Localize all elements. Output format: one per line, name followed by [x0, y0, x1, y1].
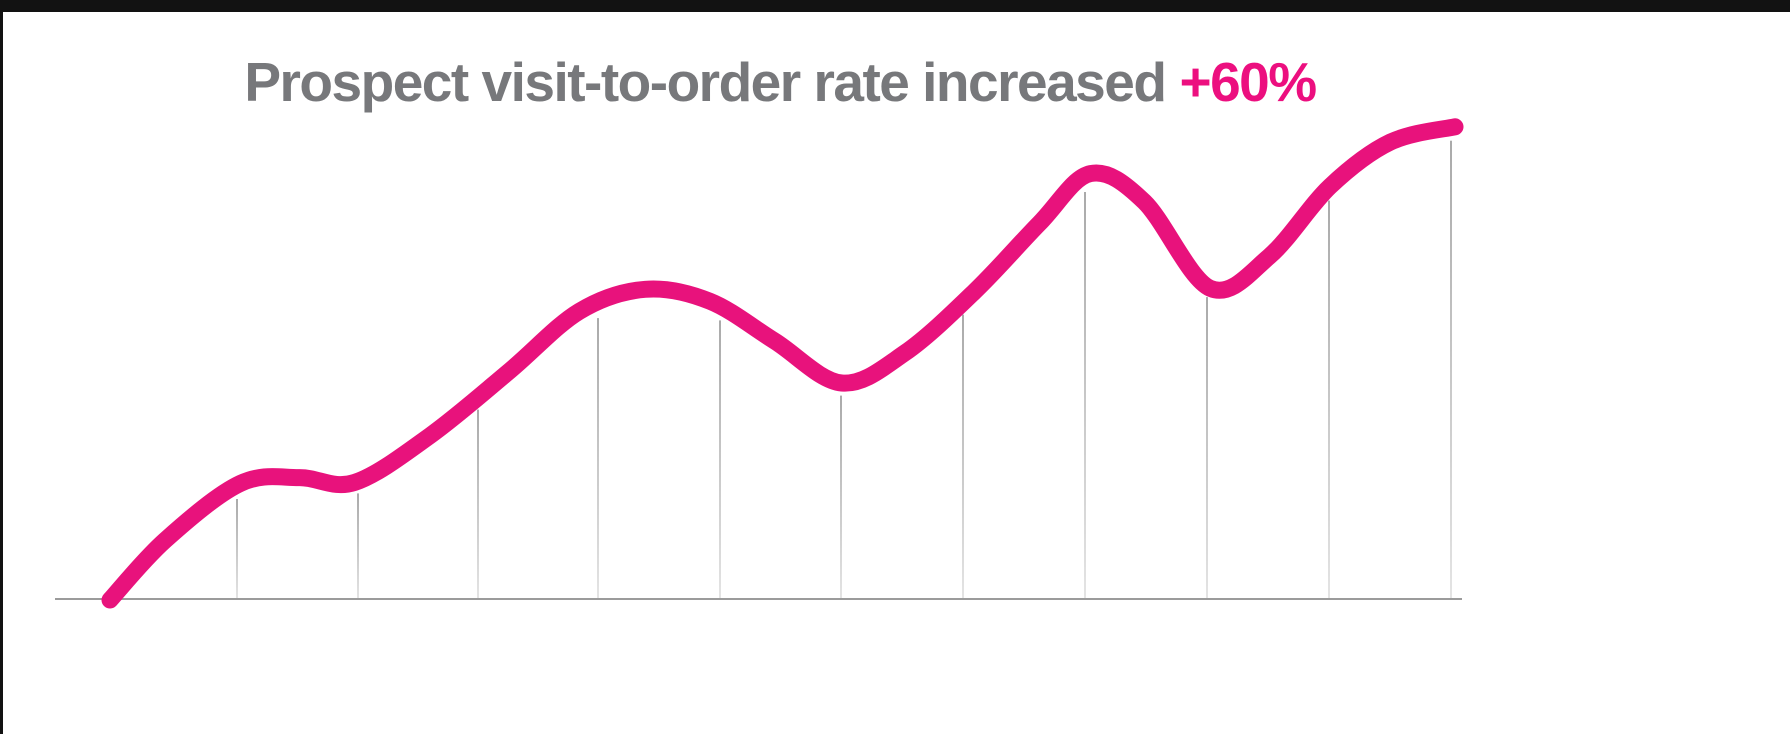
gridlines	[236, 140, 1452, 600]
x-axis-baseline	[55, 598, 1462, 600]
chart-title: Prospect visit-to-order rate increased +6…	[0, 50, 1560, 114]
gridline	[357, 493, 359, 600]
gridline	[1450, 140, 1452, 600]
gridline	[962, 314, 964, 600]
gridline	[840, 395, 842, 600]
gridline	[597, 318, 599, 600]
window-left-border	[0, 0, 3, 734]
chart-title-text: Prospect visit-to-order rate increased	[244, 51, 1167, 113]
gridline	[1328, 200, 1330, 600]
gridline	[236, 499, 238, 600]
gridline	[1206, 297, 1208, 600]
gridline	[719, 320, 721, 600]
gridline	[1084, 192, 1086, 600]
window-top-border	[0, 0, 1790, 12]
gridline	[477, 409, 479, 600]
trend-line	[101, 118, 1464, 609]
chart-title-highlight: +60%	[1179, 51, 1317, 113]
